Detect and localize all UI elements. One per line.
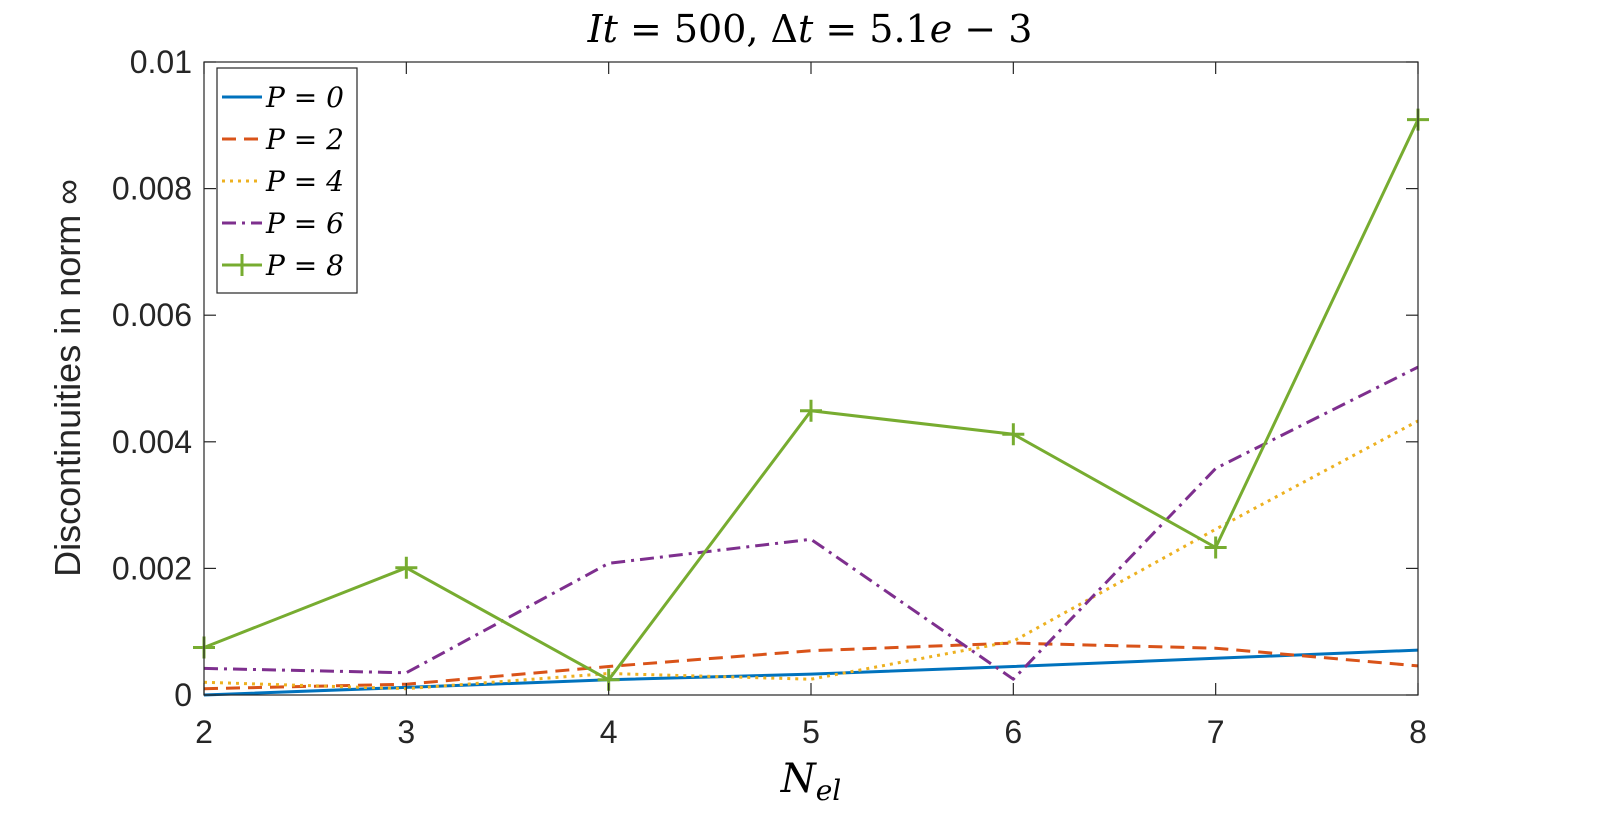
title-part-b: = 500, xyxy=(618,7,771,51)
series-line xyxy=(203,118,1420,682)
x-tick-label: 5 xyxy=(802,714,820,750)
series-marker xyxy=(800,399,822,422)
legend-label: P = 4 xyxy=(265,165,344,198)
x-axis-label-main: N xyxy=(780,756,818,802)
y-tick-label: 0.008 xyxy=(112,171,192,207)
y-tick-label: 0.002 xyxy=(112,550,192,586)
y-tick-label: 0.004 xyxy=(112,424,192,460)
title-part-e: = 5.1 xyxy=(813,7,929,51)
title-part-c: Δ xyxy=(771,7,798,51)
plot-frame xyxy=(203,61,1419,696)
legend-label: P = 2 xyxy=(265,123,344,156)
ticks-layer: 2 3 4 5 6 7 8 0 0.002 0.004 0.006 0.008 0.01 xyxy=(112,44,1427,750)
y-tick-label: 0.006 xyxy=(112,297,192,333)
x-tick-label: 8 xyxy=(1409,714,1427,750)
series-line xyxy=(203,419,1419,691)
legend-label: P = 8 xyxy=(265,249,344,282)
legend: P = 0 P = 2 P = 4 P = 6 P = 8 xyxy=(216,67,358,294)
series-line xyxy=(203,641,1419,691)
y-tick-label: 0.01 xyxy=(130,44,192,80)
x-tick-label: 6 xyxy=(1004,714,1022,750)
title-part-d: t xyxy=(798,7,814,51)
title-part-g: − 3 xyxy=(952,7,1032,51)
x-axis-label-sub: el xyxy=(816,774,842,807)
title-part-f: e xyxy=(930,7,953,51)
legend-marker xyxy=(231,254,253,276)
y-tick-label: 0 xyxy=(174,677,192,713)
chart-title: It = 500, Δt = 5.1e − 3 xyxy=(587,7,1033,51)
series-marker xyxy=(395,556,418,579)
title-part-a: It xyxy=(587,7,619,51)
x-tick-label: 2 xyxy=(195,714,213,750)
series-marker xyxy=(1002,423,1025,446)
x-tick-label: 7 xyxy=(1207,714,1225,750)
legend-label: P = 6 xyxy=(265,207,344,240)
x-tick-label: 4 xyxy=(600,714,618,750)
x-tick-label: 3 xyxy=(397,714,415,750)
series-marker xyxy=(1204,536,1227,559)
y-axis-label: Discontinuities in norm ∞ xyxy=(47,179,88,577)
x-axis-label: Nel xyxy=(780,756,842,807)
legend-label: P = 0 xyxy=(265,81,344,114)
plot-layer xyxy=(193,108,1429,697)
